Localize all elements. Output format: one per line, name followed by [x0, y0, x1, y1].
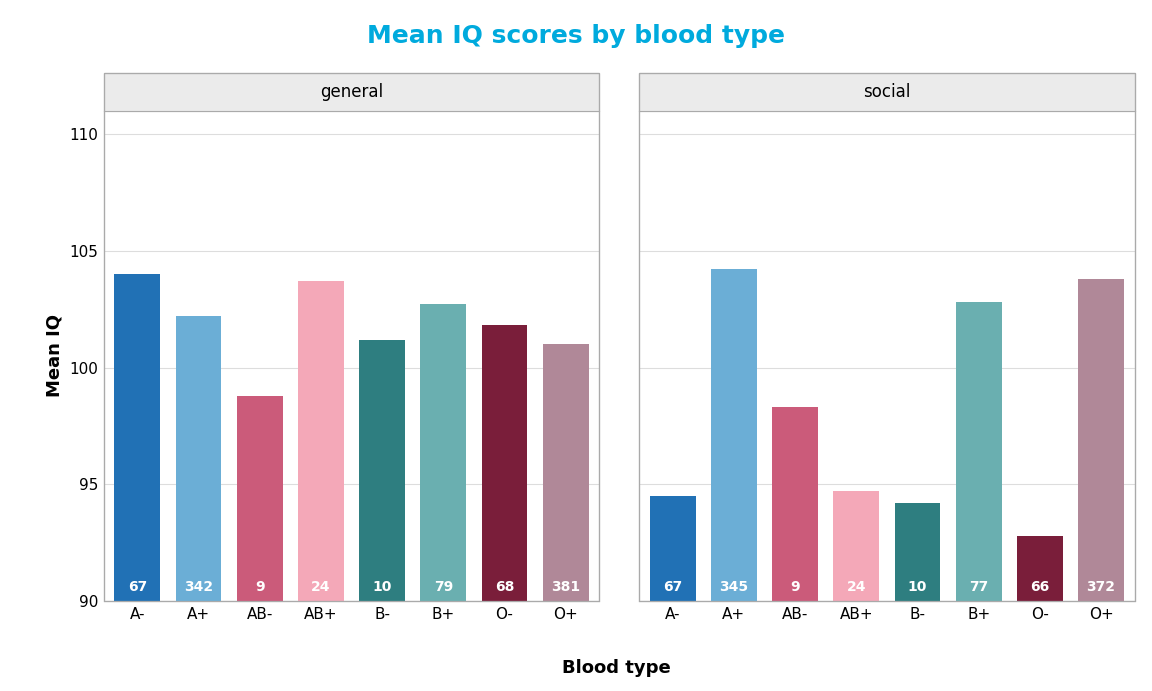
Bar: [359, 339, 406, 691]
Bar: [1017, 536, 1063, 691]
Bar: [420, 305, 467, 691]
Text: 79: 79: [433, 580, 453, 594]
Text: 9: 9: [255, 580, 265, 594]
Text: 345: 345: [719, 580, 749, 594]
Text: 24: 24: [311, 580, 331, 594]
Bar: [1078, 278, 1124, 691]
Text: Mean IQ scores by blood type: Mean IQ scores by blood type: [367, 24, 785, 48]
Bar: [711, 269, 757, 691]
Bar: [237, 395, 282, 691]
Bar: [298, 281, 344, 691]
Text: general: general: [320, 82, 384, 101]
Bar: [772, 407, 818, 691]
Text: 10: 10: [372, 580, 392, 594]
Y-axis label: Mean IQ: Mean IQ: [46, 314, 63, 397]
Text: 67: 67: [128, 580, 147, 594]
Bar: [175, 316, 221, 691]
Bar: [543, 344, 589, 691]
Bar: [482, 325, 528, 691]
Text: social: social: [863, 82, 910, 101]
Text: 68: 68: [495, 580, 514, 594]
Text: 381: 381: [551, 580, 581, 594]
Text: 372: 372: [1086, 580, 1115, 594]
Text: 9: 9: [790, 580, 799, 594]
Bar: [114, 274, 160, 691]
Text: 342: 342: [184, 580, 213, 594]
Bar: [956, 302, 1001, 691]
Text: 24: 24: [847, 580, 866, 594]
Text: 66: 66: [1030, 580, 1049, 594]
Text: 10: 10: [908, 580, 927, 594]
Bar: [894, 503, 940, 691]
Bar: [650, 496, 696, 691]
Text: Blood type: Blood type: [562, 659, 670, 677]
Bar: [833, 491, 879, 691]
Text: 77: 77: [969, 580, 988, 594]
Text: 67: 67: [664, 580, 682, 594]
